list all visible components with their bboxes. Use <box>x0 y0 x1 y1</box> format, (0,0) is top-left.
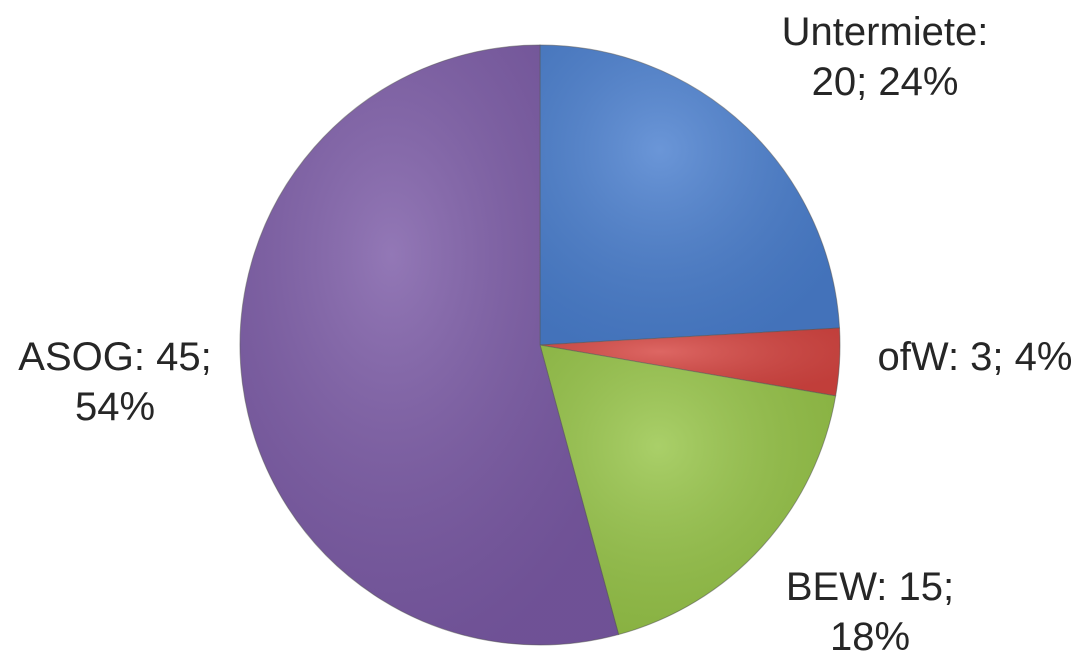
data-label-untermiete: Untermiete: 20; 24% <box>782 10 989 104</box>
data-label-line: ofW: 3; 4% <box>878 335 1073 379</box>
data-label-line: 18% <box>830 615 910 659</box>
pie-slice-shading-ofw <box>540 327 840 396</box>
pie-slice-shading-untermiete <box>540 45 840 345</box>
data-label-ofw: ofW: 3; 4% <box>878 335 1073 379</box>
data-label-line: ASOG: 45; <box>18 335 211 379</box>
data-label-line: Untermiete: <box>782 10 989 54</box>
pie-slice-shading-bew <box>540 345 836 635</box>
data-label-line: BEW: 15; <box>786 565 954 609</box>
data-label-bew: BEW: 15; 18% <box>786 565 954 659</box>
pie-slice-shading-asog <box>239 45 619 645</box>
data-label-asog: ASOG: 45; 54% <box>18 335 211 429</box>
data-label-line: 20; 24% <box>812 60 959 104</box>
data-label-line: 54% <box>75 385 155 429</box>
